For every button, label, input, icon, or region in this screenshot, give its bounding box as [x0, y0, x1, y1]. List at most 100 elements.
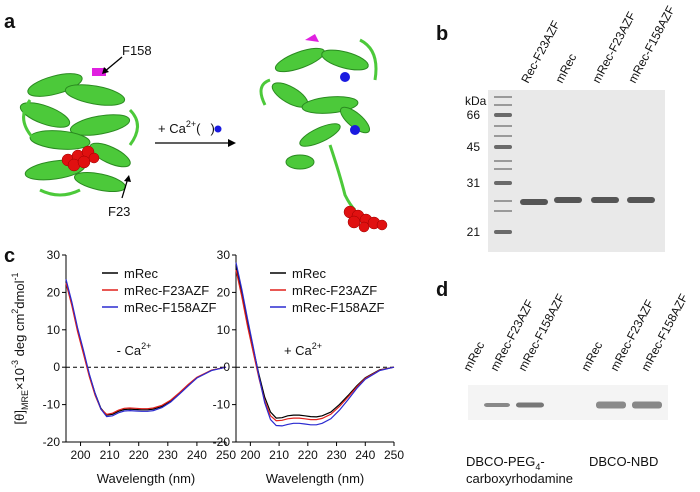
marker-band — [494, 200, 512, 202]
ca-text: + Ca — [158, 121, 187, 136]
marker-band — [494, 210, 512, 212]
caption-text: DBCO-PEG — [466, 454, 535, 469]
y-axis-label: [θ]MRE×10-3 deg cm2dmol-1 — [10, 272, 30, 424]
y-label-part: deg cm — [12, 314, 27, 360]
protein-closed — [19, 73, 139, 197]
x-tick-label: 230 — [158, 448, 178, 462]
x-tick-label: 240 — [187, 448, 207, 462]
y-tick-label: 10 — [47, 323, 61, 337]
caption: carboxyrhodamine — [466, 471, 573, 486]
caption: DBCO-PEG4- — [466, 454, 545, 472]
residue-label: F23 — [108, 204, 130, 219]
protein-band — [554, 197, 582, 203]
y-label-part: ×10 — [12, 368, 27, 390]
x-axis-label: Wavelength (nm) — [266, 471, 365, 486]
line — [235, 262, 395, 427]
panel-label: a — [4, 11, 16, 33]
x-tick-label: 210 — [269, 448, 289, 462]
y-tick-label: -20 — [43, 435, 61, 449]
band — [516, 402, 544, 408]
marker-band — [494, 125, 512, 127]
caption-text: - — [540, 454, 544, 469]
caption-sub: 4 — [535, 462, 540, 472]
band — [632, 401, 662, 409]
marker-band — [494, 160, 512, 162]
reaction-label: + Ca2+() — [158, 119, 215, 136]
legend-label: mRec-F23AZF — [124, 283, 209, 298]
legend-label: mRec — [292, 266, 326, 281]
line — [65, 282, 227, 415]
y-label-part: -3 — [10, 360, 20, 368]
x-tick-label: 240 — [355, 448, 375, 462]
x-tick-label: 220 — [129, 448, 149, 462]
gel — [488, 90, 665, 252]
marker-band — [494, 181, 512, 185]
x-tick-label: 220 — [298, 448, 318, 462]
ca-charge: 2+ — [186, 119, 196, 129]
lane-label: mRec — [578, 339, 605, 373]
x-tick-label: 200 — [71, 448, 91, 462]
y-tick-label: 20 — [217, 285, 231, 299]
marker-band — [494, 230, 512, 234]
y-label-part: 2 — [10, 309, 20, 314]
line — [65, 279, 227, 418]
calcium-icon — [214, 125, 222, 133]
annotation: + Ca2+ — [284, 341, 322, 358]
calcium-ions — [340, 72, 360, 135]
gel-unit: kDa — [465, 94, 487, 108]
residue-label: F158 — [122, 43, 152, 58]
protein-band — [627, 197, 655, 203]
legend-label: mRec-F158AZF — [124, 300, 217, 315]
residue-f23 — [61, 145, 100, 172]
annotation-text: - Ca — [117, 343, 142, 358]
y-tick-label: 30 — [217, 248, 231, 262]
y-tick-label: 0 — [223, 360, 230, 374]
protein-open — [259, 38, 378, 212]
y-tick-label: 10 — [217, 323, 231, 337]
residue-f23 — [343, 205, 388, 233]
x-tick-label: 210 — [100, 448, 120, 462]
panel-label: b — [436, 23, 448, 45]
y-label-part: MRE — [20, 390, 30, 410]
annotation-text: + Ca — [284, 343, 313, 358]
residue-f158 — [92, 68, 106, 76]
residue-f158 — [305, 34, 319, 42]
marker-band — [494, 145, 512, 149]
y-tick-label: 30 — [47, 248, 61, 262]
arrow-head — [124, 175, 131, 182]
panel-label: c — [4, 245, 15, 267]
marker-label: 66 — [467, 108, 481, 122]
legend-label: mRec — [124, 266, 158, 281]
marker-band — [494, 104, 512, 106]
x-tick-label: 250 — [216, 448, 236, 462]
band — [484, 403, 510, 407]
annotation-sup: 2+ — [141, 341, 151, 351]
marker-label: 21 — [467, 225, 481, 239]
arrow-head — [102, 67, 109, 74]
caption: DBCO-NBD — [589, 454, 658, 469]
marker-band — [494, 135, 512, 137]
protein-band — [591, 197, 619, 203]
y-tick-label: -20 — [213, 435, 231, 449]
annotation-sup: 2+ — [312, 341, 322, 351]
arrow-head — [228, 139, 236, 147]
marker-label: 31 — [467, 176, 481, 190]
lane-label: mRec — [460, 339, 487, 373]
marker-band — [494, 168, 512, 170]
lane-label: mRec — [552, 51, 579, 85]
y-tick-label: 20 — [47, 285, 61, 299]
bracket: ) — [210, 121, 214, 136]
band — [596, 401, 626, 409]
legend-label: mRec-F23AZF — [292, 283, 377, 298]
x-tick-label: 230 — [327, 448, 347, 462]
x-tick-label: 250 — [384, 448, 404, 462]
panel-label: d — [436, 279, 448, 301]
x-tick-label: 200 — [240, 448, 260, 462]
y-label-part: [θ] — [12, 410, 27, 424]
annotation: - Ca2+ — [117, 341, 152, 358]
y-tick-label: -10 — [43, 398, 61, 412]
marker-band — [494, 113, 512, 117]
y-label-part: -1 — [10, 272, 20, 280]
marker-label: 45 — [467, 140, 481, 154]
